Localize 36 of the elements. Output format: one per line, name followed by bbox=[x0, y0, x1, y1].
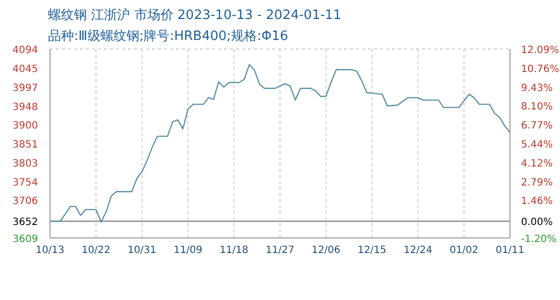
y-tick-label: 3997 bbox=[12, 82, 38, 94]
line-series bbox=[50, 64, 510, 223]
x-tick-label: 12/06 bbox=[312, 245, 340, 256]
y-tick-label: 3900 bbox=[12, 120, 38, 132]
x-tick-label: 10/13 bbox=[36, 245, 64, 256]
y2-tick-label: 12.09% bbox=[521, 45, 560, 56]
y2-tick-label: 8.10% bbox=[521, 102, 553, 113]
y2-tick-label: 9.43% bbox=[521, 82, 553, 94]
y-tick-label: 3851 bbox=[12, 140, 38, 151]
y-tick-label: 3652 bbox=[12, 217, 38, 228]
y2-tick-label: 4.12% bbox=[521, 158, 553, 170]
x-tick-label: 01/11 bbox=[496, 245, 524, 256]
y-tick-label: 3803 bbox=[12, 158, 38, 170]
y-tick-label: 3609 bbox=[12, 234, 38, 245]
y2-tick-label: -1.20% bbox=[521, 234, 556, 245]
x-tick-label: 12/24 bbox=[404, 245, 432, 256]
y2-tick-label: 1.46% bbox=[521, 196, 553, 208]
y2-tick-label: 5.44% bbox=[521, 140, 553, 151]
x-tick-label: 01/02 bbox=[450, 245, 478, 256]
chart-title: 螺纹钢 江浙沪 市场价 2023-10-13 - 2024-01-11 bbox=[48, 7, 342, 24]
x-tick-label: 10/31 bbox=[128, 245, 156, 256]
x-tick-label: 11/09 bbox=[174, 245, 202, 256]
y2-tick-label: 0.00% bbox=[521, 216, 553, 228]
y-tick-label: 4045 bbox=[12, 64, 38, 76]
x-tick-label: 10/22 bbox=[82, 245, 110, 256]
y2-tick-label: 6.77% bbox=[521, 120, 553, 132]
chart-subtitle: 品种:Ⅲ级螺纹钢;牌号:HRB400;规格:Φ16 bbox=[48, 28, 288, 45]
y-tick-label: 3754 bbox=[12, 177, 38, 188]
y2-tick-label: 10.76% bbox=[521, 64, 560, 75]
x-tick-label: 11/27 bbox=[266, 245, 294, 256]
y2-tick-label: 2.79% bbox=[521, 177, 553, 188]
y-tick-label: 3948 bbox=[12, 102, 38, 113]
x-tick-label: 11/18 bbox=[220, 245, 248, 256]
y-tick-label: 3706 bbox=[12, 196, 38, 208]
x-tick-label: 12/15 bbox=[358, 245, 386, 256]
y-tick-label: 4094 bbox=[12, 45, 38, 56]
